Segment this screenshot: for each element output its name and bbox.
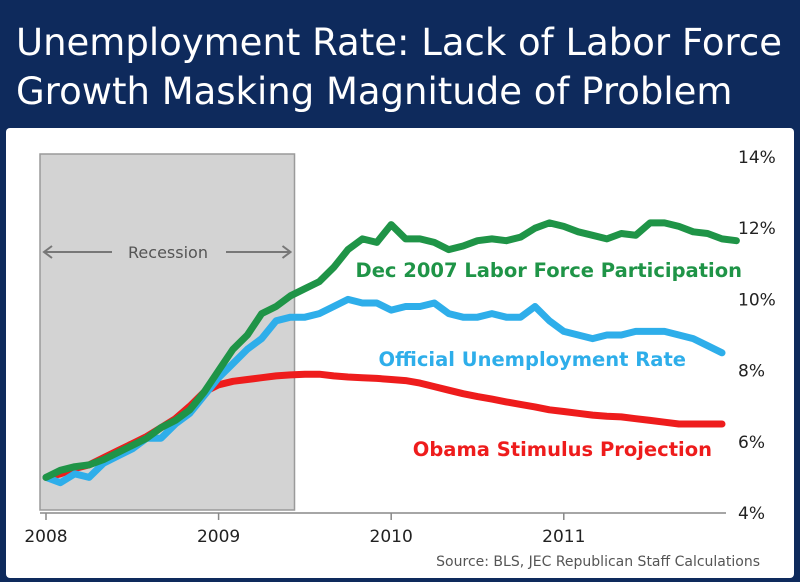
recession-box — [39, 153, 296, 511]
y-tick-label: 6% — [738, 433, 765, 453]
y-tick-label: 14% — [738, 148, 776, 168]
recession-shading: Recession — [39, 153, 296, 511]
y-tick-label: 10% — [738, 290, 776, 310]
y-tick-label: 12% — [738, 219, 776, 239]
x-tick-label: 2010 — [370, 527, 413, 547]
series-labels: Dec 2007 Labor Force Participation Offici… — [356, 259, 742, 461]
y-tick-label: 8% — [738, 362, 765, 382]
official-rate-line — [42, 295, 726, 487]
axes: 2008 2009 2010 2011 4% 6% 8% 10% 12% 14% — [24, 148, 775, 547]
labor-force-label: Dec 2007 Labor Force Participation — [356, 259, 742, 282]
series-lines — [42, 219, 740, 487]
source-note: Source: BLS, JEC Republican Staff Calcul… — [436, 554, 760, 570]
official-rate-label: Official Unemployment Rate — [379, 348, 686, 371]
y-tick-label: 4% — [738, 504, 765, 524]
title-line-2: Growth Masking Magnitude of Problem — [16, 70, 733, 113]
title-banner: Unemployment Rate: Lack of Labor Force G… — [0, 0, 800, 122]
recession-label: Recession — [128, 243, 208, 262]
x-tick-label: 2009 — [197, 527, 240, 547]
title-line-1: Unemployment Rate: Lack of Labor Force — [16, 21, 782, 64]
recession-arrow-right-head — [281, 245, 293, 259]
x-tick-label: 2008 — [24, 527, 67, 547]
labor-force-line — [42, 219, 740, 481]
chart-title: Unemployment Rate: Lack of Labor Force G… — [16, 18, 786, 116]
recession-arrow-left-head — [42, 245, 53, 259]
x-tick-label: 2011 — [542, 527, 585, 547]
stimulus-projection-label: Obama Stimulus Projection — [413, 438, 712, 461]
